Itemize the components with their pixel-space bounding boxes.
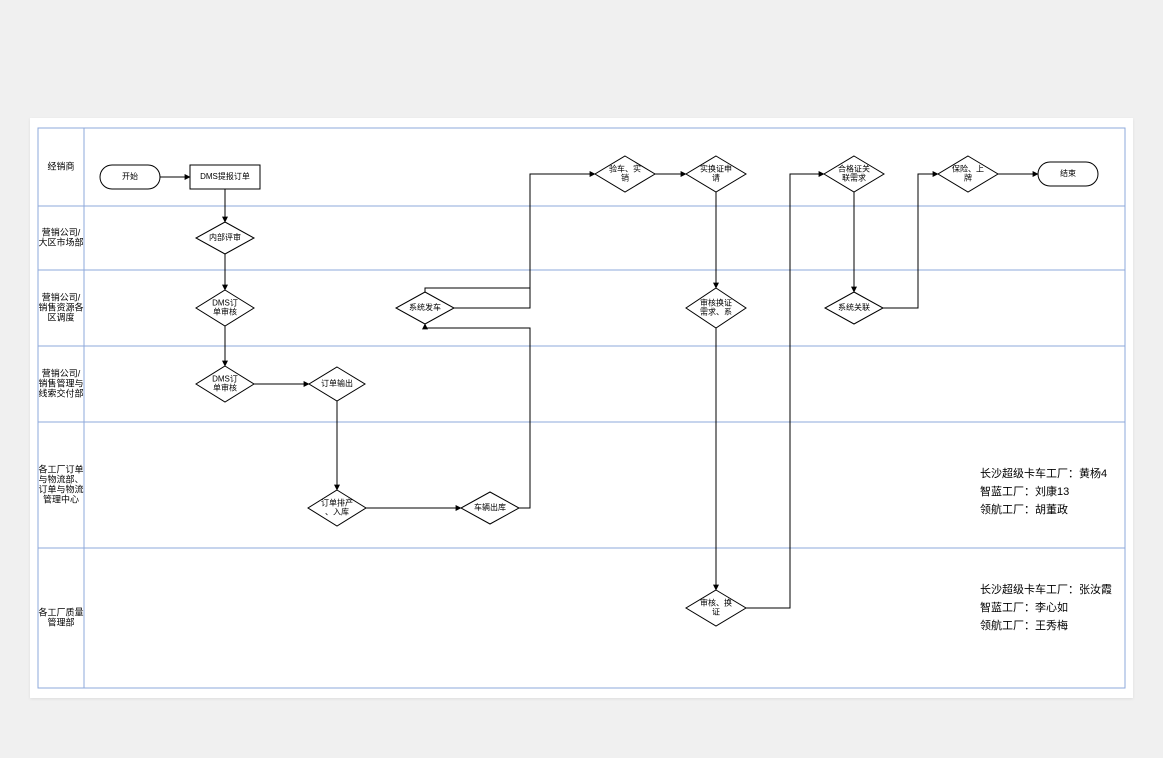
svg-text:联需求: 联需求 (842, 173, 866, 183)
svg-text:销: 销 (621, 173, 629, 183)
svg-text:管理部: 管理部 (47, 616, 74, 627)
svg-text:合格证关: 合格证关 (838, 164, 870, 174)
node-n8: 车辆出库 (461, 492, 519, 524)
lane-label-lane6: 各工厂质量管理部 (38, 606, 83, 627)
svg-text:DMS订: DMS订 (212, 298, 238, 308)
annotation-lane6-2: 领航工厂：王秀梅 (980, 618, 1068, 632)
lane-label-lane1: 经销商 (47, 160, 74, 171)
diagram-card: 经销商营销公司/大区市场部营销公司/销售资源各区调度营销公司/销售管理与线索交付… (30, 118, 1133, 698)
edge-n8-n7a (425, 324, 530, 508)
annotation-lane5-2: 领航工厂：胡董政 (980, 502, 1068, 516)
svg-text:线索交付部: 线索交付部 (38, 387, 83, 398)
svg-text:营销公司/: 营销公司/ (42, 367, 81, 378)
node-end: 结束 (1038, 162, 1098, 186)
annotation-lane6-1: 智蓝工厂：李心如 (980, 600, 1068, 614)
svg-text:DMS订: DMS订 (212, 374, 238, 384)
annotation-lane6-0: 长沙超级卡车工厂：张汝霞 (980, 582, 1112, 596)
svg-text:、入库: 、入库 (325, 507, 349, 517)
node-n5: 订单输出 (309, 367, 365, 401)
svg-text:证: 证 (712, 608, 720, 617)
node-n1: DMS提报订单 (190, 165, 260, 189)
lane-label-lane3: 营销公司/销售资源各区调度 (38, 291, 83, 322)
svg-text:与物流部、: 与物流部、 (38, 473, 83, 484)
node-label-n7: 系统发车 (409, 302, 441, 312)
node-label-n14: 系统关联 (838, 302, 870, 312)
node-label-start: 开始 (122, 171, 138, 181)
svg-text:营销公司/: 营销公司/ (42, 291, 81, 302)
lane-label-lane2: 营销公司/大区市场部 (38, 226, 83, 247)
svg-text:各工厂质量: 各工厂质量 (38, 606, 83, 617)
svg-text:销售资源各: 销售资源各 (38, 301, 83, 312)
page: 经销商营销公司/大区市场部营销公司/销售资源各区调度营销公司/销售管理与线索交付… (0, 0, 1163, 758)
annotation-lane5-0: 长沙超级卡车工厂：黄杨4 (980, 466, 1107, 480)
annotation-lane5-1: 智蓝工厂：刘康13 (980, 484, 1069, 498)
svg-text:需求、系: 需求、系 (700, 307, 732, 317)
node-label-n8: 车辆出库 (474, 502, 506, 512)
svg-text:实换证申: 实换证申 (700, 164, 732, 174)
edge-n7-n9 (425, 174, 625, 292)
svg-text:牌: 牌 (964, 173, 972, 183)
node-label-n5: 订单输出 (321, 378, 353, 388)
edge-n14-n15a (883, 174, 938, 308)
node-n2: 内部评审 (196, 222, 254, 254)
svg-text:管理中心: 管理中心 (43, 493, 79, 504)
svg-text:订单与物流: 订单与物流 (38, 483, 83, 494)
node-n14: 系统关联 (825, 292, 883, 324)
svg-text:区调度: 区调度 (47, 311, 74, 322)
node-label-end: 结束 (1060, 168, 1076, 178)
lane-label-lane4: 营销公司/销售管理与线索交付部 (38, 367, 83, 398)
svg-text:审核换证: 审核换证 (700, 298, 732, 308)
svg-text:经销商: 经销商 (47, 160, 74, 171)
svg-text:订单排产: 订单排产 (321, 498, 353, 508)
node-n7: 系统发车 (396, 292, 454, 324)
node-label-n1: DMS提报订单 (200, 171, 250, 181)
lane-label-lane5: 各工厂订单与物流部、订单与物流管理中心 (38, 463, 83, 504)
svg-text:验车、实: 验车、实 (609, 164, 641, 174)
svg-text:审核、换: 审核、换 (700, 598, 732, 608)
flowchart-svg: 经销商营销公司/大区市场部营销公司/销售资源各区调度营销公司/销售管理与线索交付… (30, 118, 1133, 698)
node-label-n2: 内部评审 (209, 232, 241, 242)
svg-text:单审核: 单审核 (213, 383, 237, 393)
svg-text:各工厂订单: 各工厂订单 (38, 463, 83, 474)
svg-text:营销公司/: 营销公司/ (42, 226, 81, 237)
node-start: 开始 (100, 165, 160, 189)
svg-text:请: 请 (712, 173, 720, 183)
svg-text:销售管理与: 销售管理与 (38, 377, 83, 388)
edge-n12-n13a (746, 174, 824, 608)
svg-text:大区市场部: 大区市场部 (38, 236, 83, 247)
svg-text:保险、上: 保险、上 (952, 164, 984, 174)
svg-text:单审核: 单审核 (213, 307, 237, 317)
